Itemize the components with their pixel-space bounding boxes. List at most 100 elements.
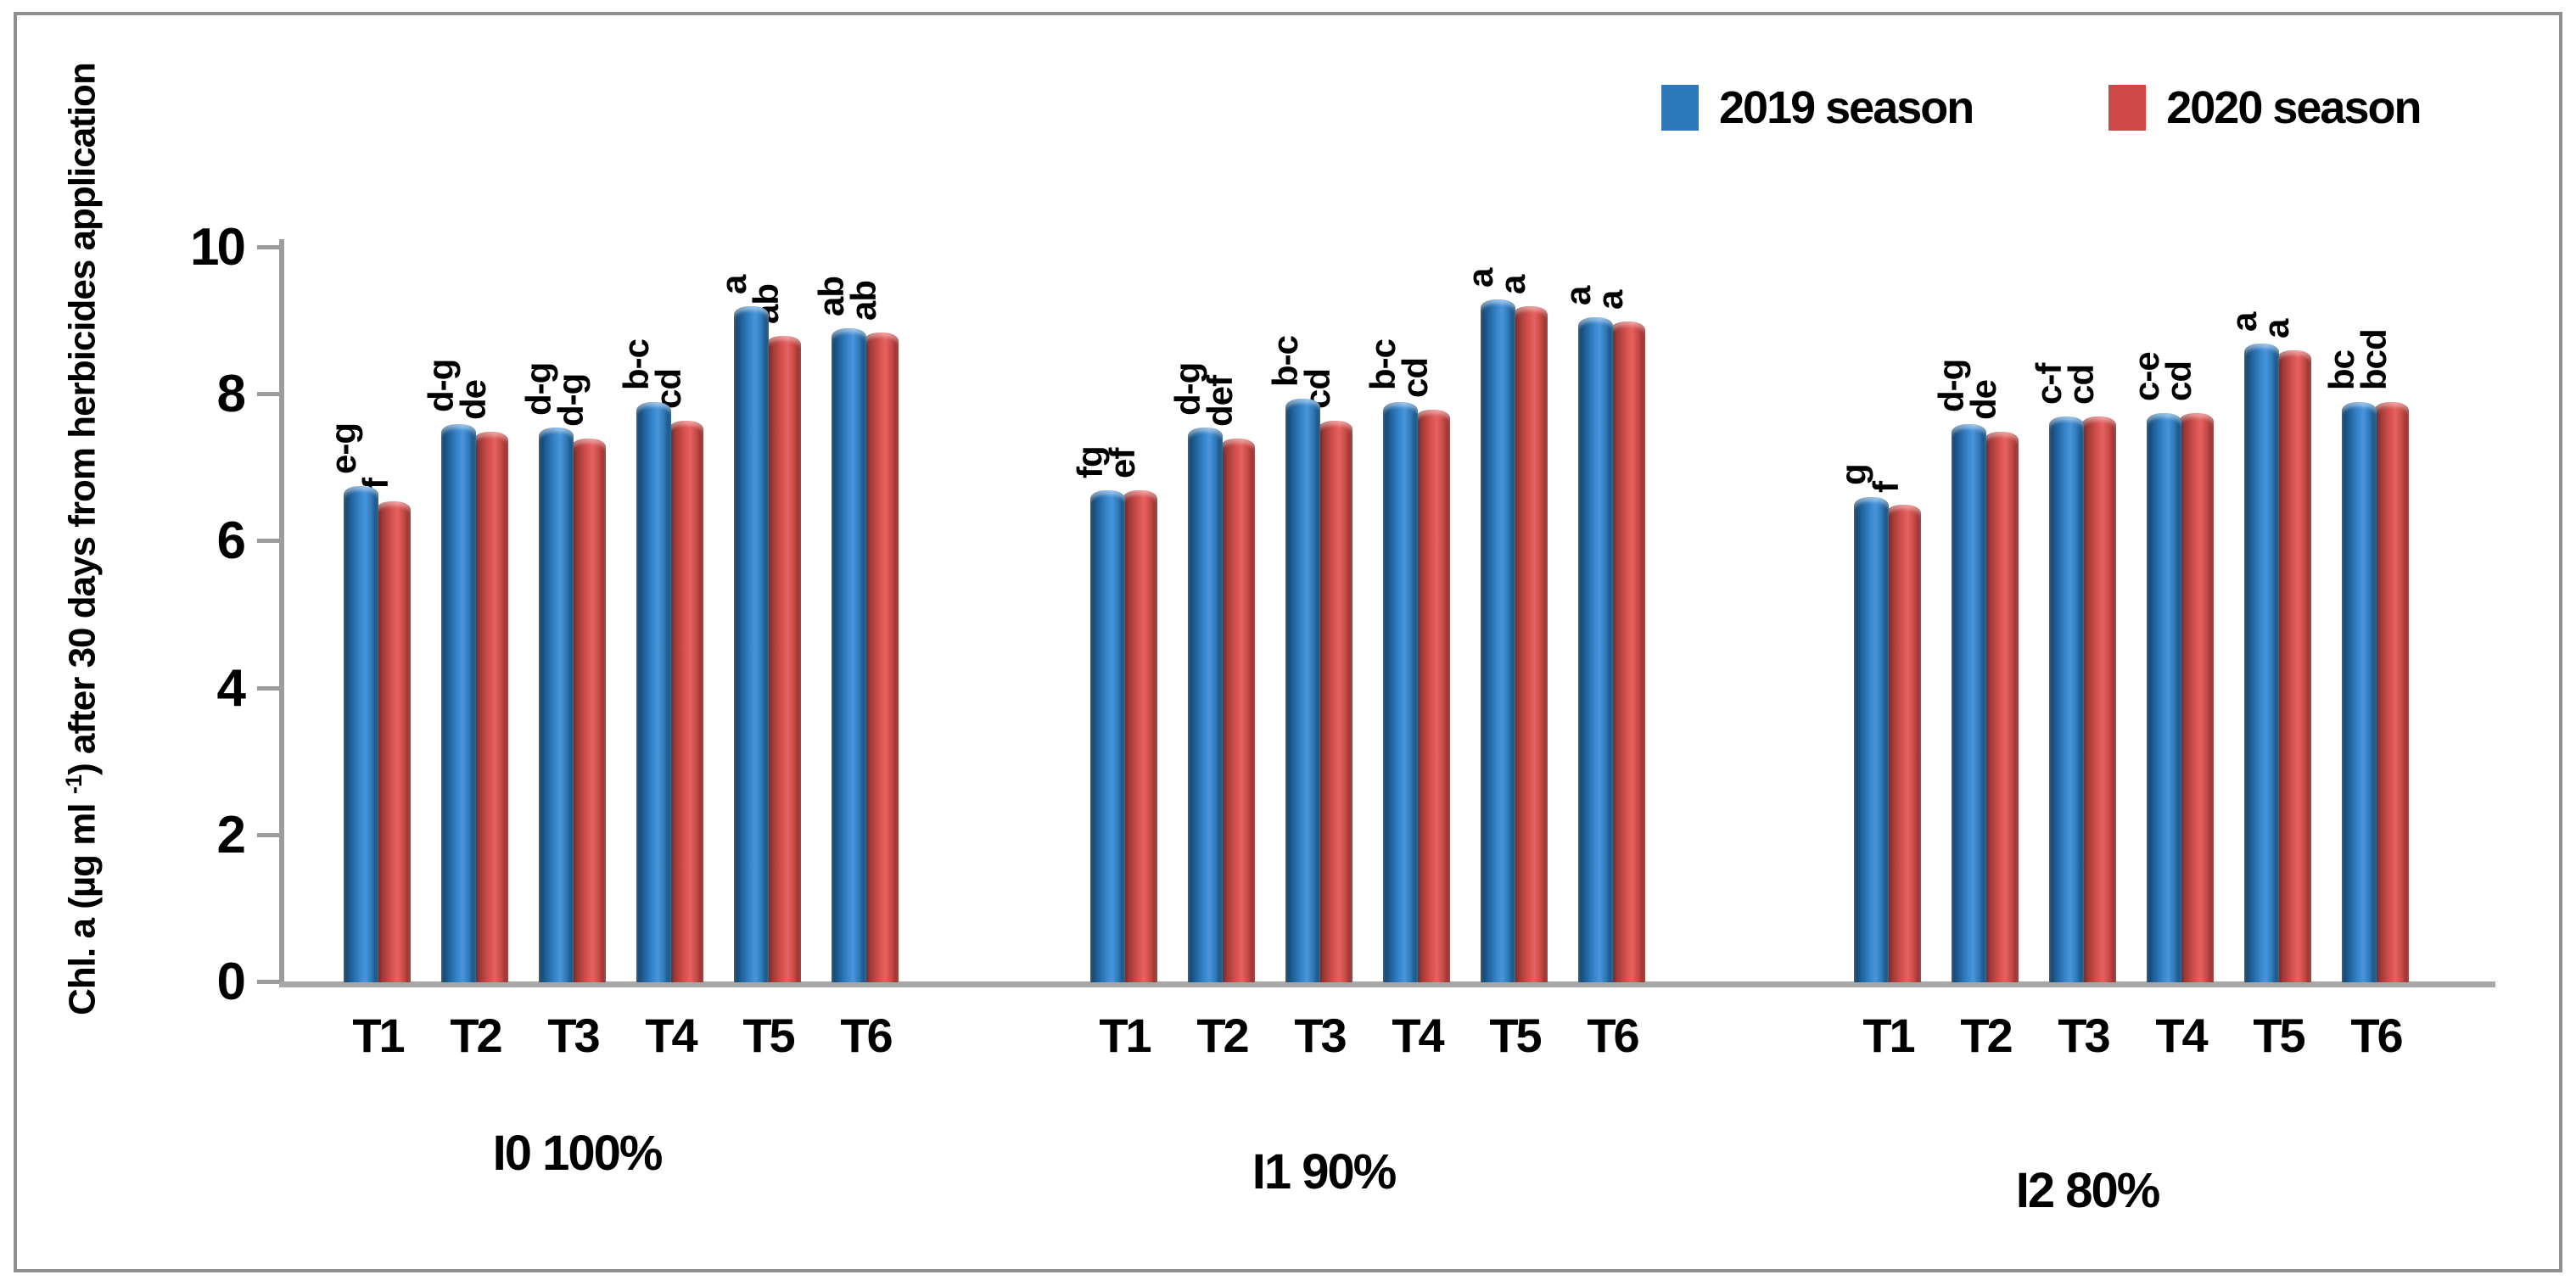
y-tick-mark-2 bbox=[257, 832, 279, 837]
sig-label-2020-I2-T1: f bbox=[1866, 482, 1907, 494]
plot-area: 0246810e-gfT1d-gdeT2d-gd-gT3b-ccdT4aabT5… bbox=[190, 221, 2528, 1218]
sig-label-2020-I1-T4: cd bbox=[1395, 357, 1436, 398]
x-tick-label-I2-T3: T3 bbox=[2058, 1009, 2110, 1062]
sig-label-2019-I0-T6: ab bbox=[811, 277, 852, 317]
sig-label-2020-I1-T5: a bbox=[1492, 275, 1533, 295]
bar-pair-I2-T6: bc bcd T6 bbox=[2321, 329, 2410, 1062]
bar-pair-I0-T6: ab ab T6 bbox=[811, 277, 899, 1062]
bar-2019-I0-T4: b-c bbox=[616, 339, 671, 982]
y-axis-title: Chl. a (µg ml -1) after 30 days from her… bbox=[59, 1, 106, 1078]
bar-2020-I1-T3: cd bbox=[1297, 369, 1352, 982]
sig-label-2020-I2-T3: cd bbox=[2061, 365, 2102, 405]
bar-pair-I0-T1: e-g f T1 bbox=[323, 423, 412, 1062]
bar-2020-I2-T2: de bbox=[1963, 379, 2019, 982]
sig-label-2019-I1-T2: d-g bbox=[1168, 362, 1208, 417]
bar-2020-I1-T2: def bbox=[1200, 376, 1255, 982]
bar-2020-I1-T1: ef bbox=[1102, 448, 1157, 982]
y-axis-title-prefix: Chl. a (µg ml bbox=[61, 794, 104, 1015]
y-tick-mark-4 bbox=[257, 685, 279, 691]
bar-pair-I2-T3: c-f cd T3 bbox=[2029, 364, 2117, 1062]
x-tick-label-I1-T5: T5 bbox=[1489, 1009, 1542, 1062]
sig-label-2019-I0-T5: a bbox=[714, 275, 754, 295]
sig-label-2020-I0-T3: d-g bbox=[551, 373, 591, 428]
sig-label-2020-I0-T2: de bbox=[453, 379, 494, 420]
bar-2020-I0-T4: cd bbox=[648, 369, 703, 982]
bar-2019-I0-T5: a bbox=[714, 276, 769, 982]
bar-2019-I0-T3: d-g bbox=[518, 363, 574, 982]
bar-pair-I2-T4: c-e cd T4 bbox=[2126, 352, 2215, 1062]
sig-label-2020-I2-T6: bcd bbox=[2354, 329, 2394, 390]
sig-label-2019-I0-T4: b-c bbox=[616, 338, 657, 390]
y-axis-line bbox=[279, 239, 284, 987]
x-tick-label-I1-T3: T3 bbox=[1294, 1009, 1347, 1062]
sig-label-2020-I1-T2: def bbox=[1200, 376, 1240, 428]
bar-pair-I1-T1: fg ef T1 bbox=[1070, 446, 1158, 1062]
x-tick-label-I2-T6: T6 bbox=[2350, 1009, 2403, 1062]
y-axis-title-suffix: ) after 30 days from herbicides applicat… bbox=[61, 63, 104, 775]
bar-2019-I1-T2: d-g bbox=[1168, 363, 1223, 982]
bar-2020-I2-T1: f bbox=[1866, 482, 1921, 982]
bar-pair-I2-T2: d-g de T2 bbox=[1931, 360, 2019, 1062]
bar-2019-I2-T2: d-g bbox=[1931, 360, 1986, 982]
bar-pair-I1-T4: b-c cd T4 bbox=[1363, 339, 1451, 1062]
group-label-I1: I1 90% bbox=[1252, 1144, 1397, 1199]
bar-2020-I0-T1: f bbox=[356, 478, 411, 982]
legend-label-2020: 2020 season bbox=[2166, 82, 2422, 133]
bar-2020-I1-T4: cd bbox=[1395, 358, 1450, 982]
sig-label-2019-I1-T6: a bbox=[1558, 286, 1599, 306]
sig-label-2020-I1-T6: a bbox=[1590, 290, 1631, 310]
group-label-I2: I2 80% bbox=[2015, 1163, 2161, 1218]
sig-label-2020-I1-T1: ef bbox=[1102, 448, 1143, 478]
legend-label-2019: 2019 season bbox=[1719, 82, 1974, 133]
bar-pair-I0-T4: b-c cd T4 bbox=[616, 339, 704, 1062]
bar-2020-I1-T6: a bbox=[1590, 290, 1645, 982]
x-tick-label-I0-T3: T3 bbox=[547, 1009, 600, 1062]
sig-label-2020-I2-T4: cd bbox=[2159, 361, 2199, 401]
bar-2020-I0-T2: de bbox=[453, 379, 508, 982]
bar-2019-I1-T1: fg bbox=[1070, 446, 1125, 982]
y-tick-mark-0 bbox=[257, 980, 279, 984]
bar-2019-I2-T4: c-e bbox=[2126, 352, 2181, 982]
bar-pair-I1-T5: a a T5 bbox=[1460, 268, 1548, 1062]
bar-2020-I2-T4: cd bbox=[2159, 361, 2214, 982]
x-tick-label-I0-T1: T1 bbox=[352, 1009, 405, 1062]
bar-2020-I2-T5: a bbox=[2256, 320, 2311, 982]
x-tick-label-I2-T4: T4 bbox=[2155, 1009, 2208, 1062]
bar-2019-I0-T1: e-g bbox=[323, 423, 378, 982]
bar-pair-I0-T3: d-g d-g T3 bbox=[518, 363, 607, 1062]
legend-item-2019: 2019 season bbox=[1661, 81, 1974, 134]
bar-2019-I2-T5: a bbox=[2224, 312, 2279, 982]
legend-item-2020: 2020 season bbox=[2108, 81, 2422, 134]
sig-label-2019-I0-T1: e-g bbox=[323, 423, 364, 475]
sig-label-2019-I2-T5: a bbox=[2224, 312, 2265, 332]
bar-pair-I1-T2: d-g def T2 bbox=[1168, 363, 1256, 1062]
bar-pair-I0-T5: a ab T5 bbox=[714, 276, 802, 1062]
bar-2019-I1-T6: a bbox=[1558, 287, 1613, 982]
sig-label-2019-I0-T3: d-g bbox=[518, 362, 559, 417]
x-tick-label-I1-T6: T6 bbox=[1587, 1009, 1639, 1062]
bar-2019-I1-T4: b-c bbox=[1363, 339, 1418, 982]
sig-label-2019-I1-T3: b-c bbox=[1265, 335, 1306, 387]
bar-2020-I1-T5: a bbox=[1492, 276, 1548, 982]
y-axis-title-superscript: -1 bbox=[59, 774, 87, 795]
bar-2019-I1-T3: b-c bbox=[1265, 336, 1320, 982]
sig-label-2019-I2-T4: c-e bbox=[2126, 352, 2167, 401]
bar-pair-I2-T5: a a T5 bbox=[2224, 312, 2312, 1062]
x-tick-label-I0-T2: T2 bbox=[450, 1009, 502, 1062]
x-tick-label-I2-T5: T5 bbox=[2253, 1009, 2305, 1062]
bar-2019-I2-T1: g bbox=[1834, 465, 1889, 982]
bar-2020-I0-T3: d-g bbox=[551, 374, 606, 982]
bar-group-I0: e-g f T1 d-g de T2 d-g d-g T3 b-c cd T4 a ab T5 ab ab T6 I… bbox=[323, 248, 899, 1181]
bar-2019-I0-T6: ab bbox=[811, 277, 866, 982]
x-tick-label-I0-T6: T6 bbox=[840, 1009, 893, 1062]
x-tick-label-I1-T4: T4 bbox=[1392, 1009, 1444, 1062]
sig-label-2019-I1-T1: fg bbox=[1070, 446, 1111, 478]
bar-2020-I0-T6: ab bbox=[843, 281, 899, 982]
bar-2019-I2-T6: bc bbox=[2321, 350, 2377, 982]
sig-label-2019-I2-T1: g bbox=[1834, 464, 1874, 486]
bar-2019-I1-T5: a bbox=[1460, 268, 1515, 982]
sig-label-2020-I2-T2: de bbox=[1963, 379, 2004, 420]
sig-label-2020-I2-T5: a bbox=[2256, 319, 2297, 339]
bar-pair-I0-T2: d-g de T2 bbox=[421, 360, 509, 1062]
